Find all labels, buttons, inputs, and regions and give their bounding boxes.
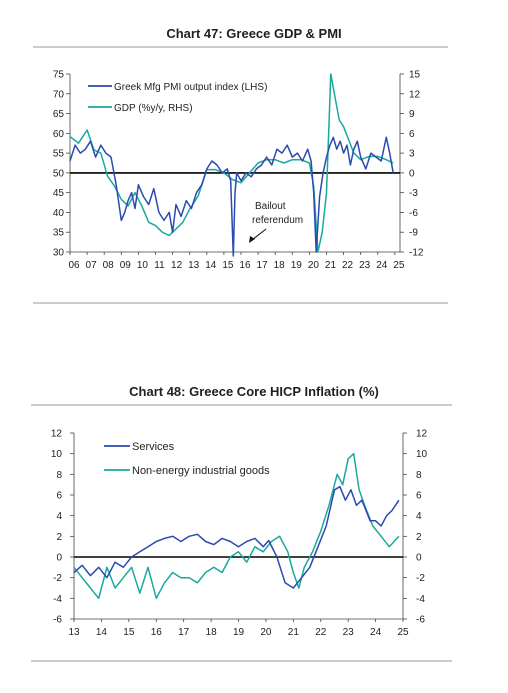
right-tick-label: 12: [416, 429, 428, 440]
chart-47-panel: Chart 47: Greece GDP & PMI 75 70 65 60 55 50 4…: [0, 0, 508, 330]
right-tick-label: -6: [416, 615, 425, 626]
chart-47-title: Chart 47: Greece GDP & PMI: [166, 26, 342, 41]
right-tick-label: -4: [416, 594, 425, 605]
right-tick-label: -2: [416, 573, 425, 584]
left-tick-label: -6: [53, 615, 62, 626]
right-tick-label: 9: [409, 109, 415, 120]
x-tick-label: 15: [222, 260, 234, 271]
right-tick-label: -9: [409, 228, 418, 239]
x-tick-label: 21: [288, 627, 300, 638]
right-tick-label: 0: [409, 168, 415, 179]
x-tick-label: 22: [342, 260, 354, 271]
legend-label-pmi: Greek Mfg PMI output index (LHS): [114, 82, 267, 93]
series-services-line: [73, 485, 400, 589]
x-tick-label: 13: [188, 260, 200, 271]
right-tick-label: -3: [409, 188, 418, 199]
x-tick-label: 17: [257, 260, 269, 271]
x-tick-label: 25: [397, 627, 409, 638]
x-tick-label: 24: [376, 260, 388, 271]
x-tick-label: 14: [96, 627, 108, 638]
legend-label-services: Services: [132, 441, 175, 453]
left-tick-label: 10: [51, 449, 63, 460]
left-tick-label: 45: [53, 188, 65, 199]
left-tick-label: 12: [51, 429, 63, 440]
left-tick-label: -4: [53, 594, 62, 605]
x-tick-label: 20: [308, 260, 320, 271]
left-tick-label: 50: [53, 168, 65, 179]
chart-48-panel: Chart 48: Greece Core HICP Inflation (%)…: [0, 370, 508, 693]
right-tick-label: 15: [409, 70, 421, 81]
left-tick-label: 60: [53, 129, 65, 140]
x-tick-label: 17: [178, 627, 190, 638]
x-tick-label: 19: [291, 260, 303, 271]
left-tick-label: 0: [56, 553, 62, 564]
left-tick-label: 30: [53, 248, 65, 259]
left-tick-label: 35: [53, 228, 65, 239]
annotation-arrowhead: [249, 236, 255, 243]
x-tick-label: 10: [137, 260, 149, 271]
x-tick-label: 23: [359, 260, 371, 271]
chart-48-title: Chart 48: Greece Core HICP Inflation (%): [129, 384, 379, 399]
right-tick-label: 6: [409, 129, 415, 140]
right-tick-label: 12: [409, 89, 421, 100]
x-tick-label: 09: [120, 260, 132, 271]
right-tick-label: -6: [409, 208, 418, 219]
x-tick-label: 11: [154, 260, 165, 271]
annotation-line-2: referendum: [252, 215, 303, 226]
x-tick-label: 07: [86, 260, 98, 271]
x-tick-label: 18: [274, 260, 286, 271]
left-tick-label: -2: [53, 573, 62, 584]
left-tick-label: 2: [56, 532, 62, 543]
x-tick-label: 16: [239, 260, 251, 271]
annotation-line-1: Bailout: [255, 201, 286, 212]
series-pmi-line: [69, 136, 394, 257]
x-tick-label: 18: [206, 627, 218, 638]
x-tick-label: 21: [325, 260, 337, 271]
legend-label-gdp: GDP (%y/y, RHS): [114, 103, 193, 114]
x-tick-label: 16: [151, 627, 163, 638]
right-tick-label: 10: [416, 449, 428, 460]
x-tick-label: 13: [68, 627, 80, 638]
series-gdp-line: [69, 73, 394, 253]
x-tick-label: 06: [68, 260, 80, 271]
right-tick-label: 2: [416, 532, 422, 543]
x-tick-label: 15: [123, 627, 135, 638]
x-tick-label: 20: [260, 627, 272, 638]
series-goods-line: [73, 452, 400, 600]
right-tick-label: 6: [416, 491, 422, 502]
x-tick-label: 19: [233, 627, 245, 638]
left-tick-label: 55: [53, 149, 65, 160]
left-tick-label: 4: [56, 511, 62, 522]
right-tick-label: 3: [409, 149, 415, 160]
left-tick-label: 75: [53, 70, 65, 81]
right-tick-label: 8: [416, 470, 422, 481]
right-tick-label: 4: [416, 511, 422, 522]
left-tick-label: 6: [56, 491, 62, 502]
x-tick-label: 12: [171, 260, 183, 271]
left-tick-label: 40: [53, 208, 65, 219]
x-tick-label: 25: [393, 260, 405, 271]
left-tick-label: 70: [53, 89, 65, 100]
x-tick-label: 14: [205, 260, 217, 271]
right-tick-label: 0: [416, 553, 422, 564]
x-tick-label: 23: [343, 627, 355, 638]
right-tick-label: -12: [409, 248, 424, 259]
x-tick-label: 22: [315, 627, 327, 638]
x-tick-label: 24: [370, 627, 382, 638]
legend-label-goods: Non-energy industrial goods: [132, 465, 270, 477]
x-tick-label: 08: [103, 260, 115, 271]
annotation-arrow: [251, 228, 267, 241]
left-tick-label: 8: [56, 470, 62, 481]
left-tick-label: 65: [53, 109, 65, 120]
